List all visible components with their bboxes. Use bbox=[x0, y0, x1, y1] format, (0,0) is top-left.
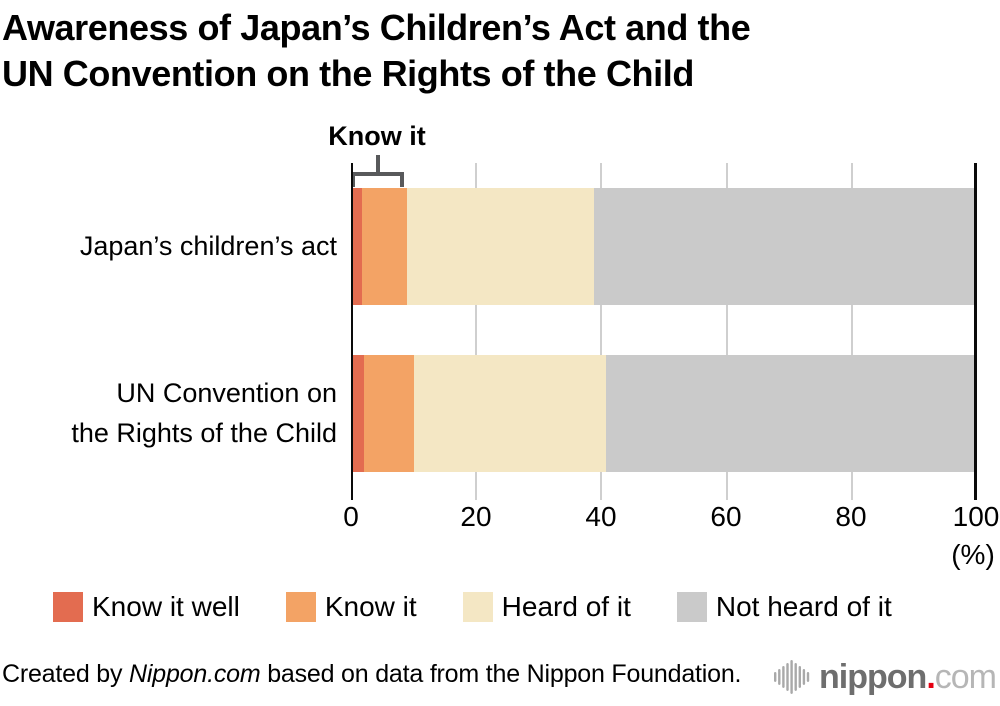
bar-segment-know-it bbox=[363, 355, 415, 472]
legend-item-heard-of-it: Heard of it bbox=[462, 591, 631, 623]
title-line-2: UN Convention on the Rights of the Child bbox=[2, 53, 694, 94]
category-label-japans-childrens-act: Japan’s children’s act bbox=[0, 226, 337, 266]
bracket-stem bbox=[375, 155, 380, 173]
legend-swatch-know-it-well bbox=[53, 592, 83, 622]
stacked-bar-japans-childrens-act bbox=[353, 188, 976, 305]
gridline-40 bbox=[600, 163, 603, 500]
legend-label: Heard of it bbox=[501, 591, 631, 622]
chart-legend: Know it well Know it Heard of it Not heard … bbox=[53, 591, 892, 623]
legend-item-know-it-well: Know it well bbox=[53, 591, 240, 623]
gridline-60 bbox=[725, 163, 728, 500]
x-tick-label-40: 40 bbox=[585, 501, 617, 532]
credit-prefix: Created by bbox=[2, 660, 130, 688]
category-label-line: the Rights of the Child bbox=[71, 418, 337, 448]
category-label-un-convention: UN Convention on the Rights of the Child bbox=[0, 373, 337, 453]
x-tick-label-100: 100 bbox=[952, 501, 1000, 532]
bar-segment-heard-of-it bbox=[414, 355, 606, 472]
legend-item-know-it: Know it bbox=[285, 591, 417, 623]
bar-segment-heard-of-it bbox=[407, 188, 595, 305]
stacked-bar-un-convention bbox=[353, 355, 976, 472]
legend-label: Know it bbox=[324, 591, 417, 622]
x-tick-label-20: 20 bbox=[460, 501, 492, 532]
logo-tld: com bbox=[934, 658, 997, 696]
bar-segment-know-it-well bbox=[353, 355, 364, 472]
legend-label: Not heard of it bbox=[715, 591, 892, 622]
bar-segment-know-it-well bbox=[353, 188, 363, 305]
legend-label: Know it well bbox=[92, 591, 240, 622]
legend-swatch-heard-of-it bbox=[462, 592, 493, 622]
legend-item-not-heard-of-it: Not heard of it bbox=[676, 591, 892, 623]
know-it-annotation-label: Know it bbox=[328, 121, 426, 151]
bar-segment-know-it bbox=[362, 188, 408, 305]
category-label-line: Japan’s children’s act bbox=[79, 231, 337, 261]
x-tick-label-80: 80 bbox=[835, 501, 867, 532]
page-title: Awareness of Japan’s Children’s Act and … bbox=[2, 5, 751, 97]
soundwave-icon bbox=[774, 660, 810, 694]
gridline-80 bbox=[850, 163, 853, 500]
axis-line-hundred bbox=[974, 163, 977, 500]
nippon-com-logo: nippon. com bbox=[773, 653, 997, 701]
legend-swatch-not-heard-of-it bbox=[676, 592, 707, 622]
logo-name: nippon bbox=[819, 658, 927, 696]
credit-line: Created by Nippon.com based on data from… bbox=[2, 660, 741, 689]
bracket-horizontal bbox=[351, 172, 404, 176]
credit-suffix: based on data from the Nippon Foundation… bbox=[260, 660, 742, 688]
bracket-left-leg bbox=[351, 172, 355, 187]
category-label-line: UN Convention on bbox=[116, 378, 337, 408]
axis-line-zero bbox=[351, 163, 353, 500]
x-tick-label-60: 60 bbox=[710, 501, 742, 532]
title-line-1: Awareness of Japan’s Children’s Act and … bbox=[2, 7, 751, 48]
credit-source: Nippon.com bbox=[129, 660, 261, 688]
x-axis-unit-label: (%) bbox=[951, 539, 995, 570]
logo-dot: . bbox=[926, 658, 936, 696]
bar-segment-not-heard-of-it bbox=[605, 355, 976, 472]
chart-plot bbox=[351, 163, 977, 500]
bar-segment-not-heard-of-it bbox=[594, 188, 976, 305]
bracket-right-leg bbox=[400, 172, 404, 187]
x-tick-label-0: 0 bbox=[343, 501, 359, 532]
legend-swatch-know-it bbox=[285, 592, 316, 622]
gridline-20 bbox=[475, 163, 478, 500]
know-it-bracket bbox=[351, 155, 404, 187]
